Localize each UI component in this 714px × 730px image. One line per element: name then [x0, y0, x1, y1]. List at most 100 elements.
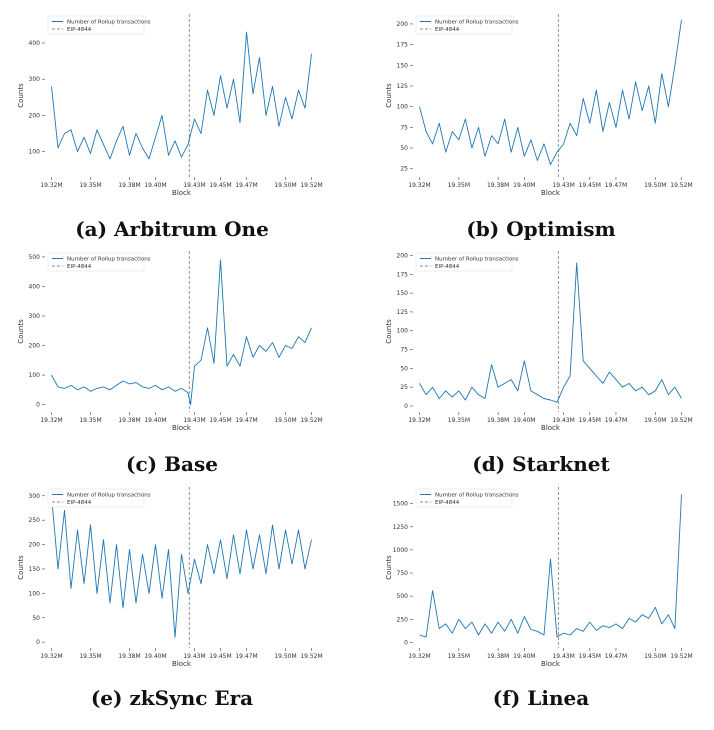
legend-box	[415, 15, 513, 35]
series-line	[419, 494, 682, 638]
y-axis-label: Counts	[385, 555, 393, 580]
chart-caption: (b) Optimism	[466, 217, 615, 241]
x-tick-label: 19.50M	[274, 182, 296, 189]
legend-box	[47, 15, 145, 35]
x-axis-label: Block	[541, 424, 561, 432]
y-tick-label: 200	[397, 21, 409, 28]
x-tick-label: 19.38M	[487, 182, 509, 189]
legend-label-eip: EIP-4844	[435, 27, 460, 33]
x-tick-label: 19.40M	[513, 417, 535, 424]
x-tick-label: 19.45M	[579, 653, 601, 660]
x-tick-label: 19.38M	[118, 182, 140, 189]
x-tick-label: 19.35M	[448, 182, 470, 189]
chart-panel-1: 19.32M 19.35M 19.38M 19.40M 19.43M 19.45M 19.4…	[17, 14, 323, 241]
x-tick-label: 19.45M	[209, 182, 231, 189]
series-line	[51, 31, 312, 160]
x-axis-label: Block	[541, 660, 561, 668]
x-tick-label: 19.35M	[79, 417, 101, 424]
y-tick-label: 125	[397, 83, 409, 90]
y-tick-label: 125	[397, 309, 409, 316]
y-tick-label: 75	[400, 124, 408, 131]
series-line	[419, 262, 682, 403]
x-tick-label: 19.45M	[209, 653, 231, 660]
x-tick-label: 19.52M	[670, 653, 692, 660]
y-tick-label: 100	[29, 590, 41, 597]
chart-panel-5: 19.32M 19.35M 19.38M 19.40M 19.43M 19.45M 19.4…	[17, 487, 323, 710]
x-tick-label: 19.52M	[670, 182, 692, 189]
x-tick-label: 19.50M	[274, 653, 296, 660]
y-tick-label: 50	[400, 145, 408, 152]
y-tick-label: 300	[29, 493, 41, 500]
x-tick-label: 19.35M	[79, 653, 101, 660]
x-tick-label: 19.43M	[552, 417, 574, 424]
x-tick-label: 19.40M	[513, 182, 535, 189]
y-tick-label: 1000	[393, 547, 408, 554]
chart-caption: (f) Linea	[493, 686, 589, 710]
y-tick-label: 175	[397, 271, 409, 278]
y-tick-label: 300	[29, 313, 41, 320]
x-tick-label: 19.32M	[408, 653, 430, 660]
series-line	[51, 259, 312, 406]
y-tick-label: 500	[397, 593, 409, 600]
y-tick-label: 100	[29, 372, 41, 379]
y-axis-label: Counts	[17, 555, 25, 580]
x-tick-label: 19.40M	[513, 653, 535, 660]
y-tick-label: 500	[29, 254, 41, 261]
y-tick-label: 0	[404, 403, 408, 410]
y-tick-label: 150	[29, 566, 41, 573]
chart-caption: (d) Starknet	[472, 452, 610, 476]
chart-caption: (c) Base	[126, 452, 218, 476]
x-tick-label: 19.35M	[79, 182, 101, 189]
x-tick-label: 19.43M	[552, 182, 574, 189]
x-axis-label: Block	[541, 189, 561, 197]
x-tick-label: 19.47M	[235, 653, 257, 660]
x-tick-label: 19.38M	[118, 653, 140, 660]
y-tick-label: 150	[397, 62, 409, 69]
x-tick-label: 19.32M	[408, 182, 430, 189]
legend-label-eip: EIP-4844	[67, 500, 92, 506]
x-tick-label: 19.43M	[183, 182, 205, 189]
x-tick-label: 19.45M	[579, 182, 601, 189]
chart-caption: (a) Arbitrum One	[75, 217, 269, 241]
y-tick-label: 400	[29, 40, 41, 47]
y-axis-label: Counts	[17, 83, 25, 108]
y-axis-label: Counts	[17, 319, 25, 344]
x-tick-label: 19.35M	[448, 417, 470, 424]
legend-label-series: Number of Rollup transactions	[435, 20, 519, 26]
y-tick-label: 175	[397, 42, 409, 49]
y-tick-label: 150	[397, 290, 409, 297]
y-tick-label: 1500	[393, 501, 408, 508]
series-line	[51, 495, 312, 638]
x-axis-label: Block	[172, 660, 192, 668]
y-tick-label: 300	[29, 76, 41, 83]
legend-label-series: Number of Rollup transactions	[435, 257, 519, 263]
y-tick-label: 50	[400, 365, 408, 372]
legend-box	[47, 488, 145, 508]
chart-panel-2: 19.32M 19.35M 19.38M 19.40M 19.43M 19.45M 19.4…	[385, 14, 693, 241]
x-axis-label: Block	[172, 424, 192, 432]
x-tick-label: 19.40M	[144, 417, 166, 424]
x-tick-label: 19.32M	[40, 653, 62, 660]
x-tick-label: 19.35M	[448, 653, 470, 660]
y-tick-label: 200	[29, 343, 41, 350]
x-tick-label: 19.45M	[209, 417, 231, 424]
chart-panel-3: 19.32M 19.35M 19.38M 19.40M 19.43M 19.45M 19.4…	[17, 251, 323, 476]
y-tick-label: 400	[29, 283, 41, 290]
y-tick-label: 250	[397, 616, 409, 623]
x-tick-label: 19.43M	[552, 653, 574, 660]
chart-caption: (e) zkSync Era	[91, 686, 253, 710]
x-tick-label: 19.52M	[670, 417, 692, 424]
legend-box	[415, 488, 513, 508]
x-tick-label: 19.40M	[144, 653, 166, 660]
x-tick-label: 19.52M	[300, 417, 322, 424]
x-axis-label: Block	[172, 189, 192, 197]
x-tick-label: 19.38M	[118, 417, 140, 424]
x-tick-label: 19.47M	[605, 182, 627, 189]
x-tick-label: 19.40M	[144, 182, 166, 189]
chart-panel-6: 19.32M 19.35M 19.38M 19.40M 19.43M 19.45M 19.4…	[385, 487, 693, 710]
x-tick-label: 19.43M	[183, 417, 205, 424]
x-tick-label: 19.45M	[579, 417, 601, 424]
x-tick-label: 19.38M	[487, 417, 509, 424]
y-tick-label: 1250	[393, 524, 408, 531]
x-tick-label: 19.47M	[235, 417, 257, 424]
